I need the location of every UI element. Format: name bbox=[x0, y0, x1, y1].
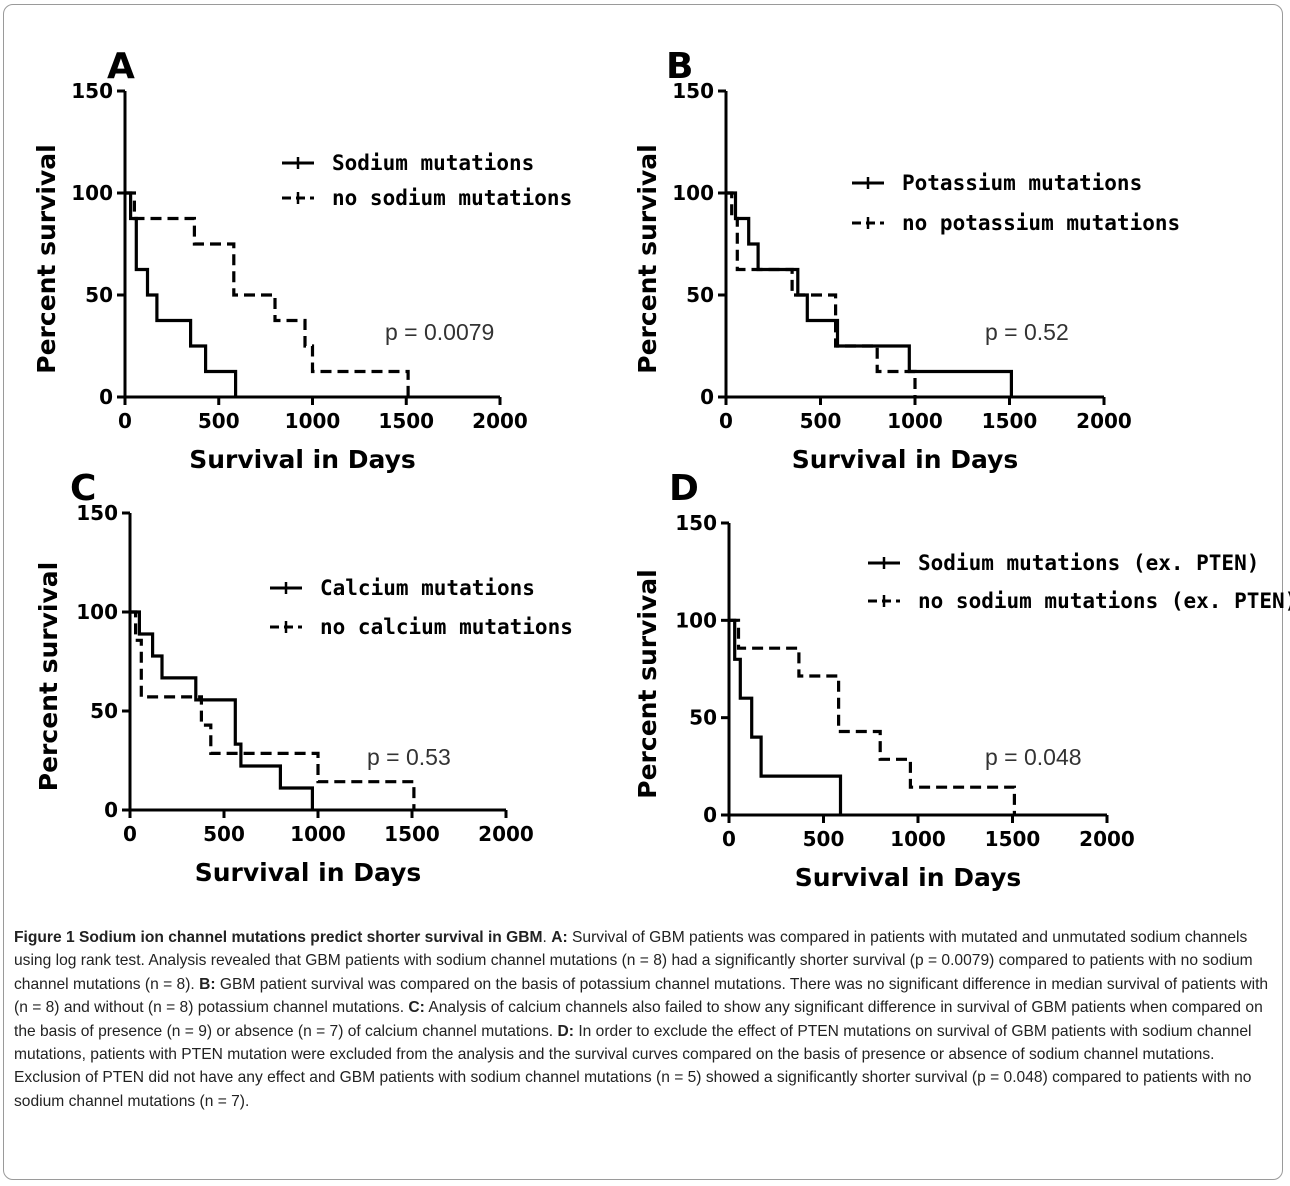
p-value-annotation: p = 0.52 bbox=[985, 319, 1069, 345]
caption-d-label: D: bbox=[557, 1022, 574, 1040]
y-tick-label: 150 bbox=[675, 511, 717, 535]
legend-entry: Sodium mutations bbox=[332, 151, 534, 175]
y-tick-label: 100 bbox=[71, 181, 113, 205]
y-axis-title: Percent survival bbox=[633, 144, 662, 373]
series-line-mutated bbox=[125, 191, 238, 397]
x-tick-label: 0 bbox=[719, 409, 733, 433]
caption-c-text: Analysis of calcium channels also failed… bbox=[14, 999, 1263, 1040]
series-line-mutated bbox=[729, 618, 843, 815]
x-tick-label: 500 bbox=[803, 827, 845, 851]
x-tick-label: 1000 bbox=[890, 827, 946, 851]
panel-d: D 0 50 100 150 0 500 1000 1500 2000 Survival in Da… bbox=[620, 468, 1290, 900]
caption-a-label: A: bbox=[551, 929, 568, 946]
series-line-unmutated bbox=[130, 610, 416, 810]
x-tick-label: 2000 bbox=[472, 409, 528, 433]
panel-letter: D bbox=[669, 468, 699, 509]
legend-entry: no potassium mutations bbox=[902, 211, 1180, 235]
x-tick-label: 1500 bbox=[384, 822, 440, 846]
p-value-annotation: p = 0.0079 bbox=[385, 319, 494, 345]
x-tick-label: 0 bbox=[123, 822, 137, 846]
legend-entry: Calcium mutations bbox=[320, 576, 535, 600]
caption-title: Figure 1 Sodium ion channel mutations pr… bbox=[14, 929, 543, 946]
series-line-mutated bbox=[130, 610, 314, 810]
panel-letter: C bbox=[70, 468, 96, 509]
y-tick-label: 100 bbox=[672, 181, 714, 205]
legend-entry: no sodium mutations (ex. PTEN) bbox=[918, 589, 1290, 613]
x-tick-label: 0 bbox=[722, 827, 736, 851]
y-tick-label: 50 bbox=[90, 699, 118, 723]
y-tick-label: 0 bbox=[703, 803, 717, 827]
y-tick-label: 50 bbox=[85, 283, 113, 307]
y-tick-label: 150 bbox=[71, 79, 113, 103]
y-tick-label: 50 bbox=[689, 706, 717, 730]
x-axis-title: Survival in Days bbox=[795, 863, 1022, 892]
caption-b-label: B: bbox=[199, 975, 216, 993]
series-line-unmutated bbox=[726, 191, 917, 397]
x-tick-label: 500 bbox=[800, 409, 842, 433]
panel-letter: A bbox=[107, 46, 135, 87]
panel-c: C 0 50 100 150 0 500 1000 1500 2000 Survival in Da… bbox=[20, 468, 620, 900]
y-tick-label: 50 bbox=[686, 283, 714, 307]
panel-b: B 0 50 100 150 0 500 1000 1500 2000 Survival in Da… bbox=[620, 40, 1220, 474]
x-tick-label: 1500 bbox=[985, 827, 1041, 851]
y-tick-label: 0 bbox=[99, 385, 113, 409]
legend-entry: no calcium mutations bbox=[320, 615, 573, 639]
p-value-annotation: p = 0.048 bbox=[985, 744, 1082, 770]
x-tick-label: 2000 bbox=[1076, 409, 1132, 433]
p-value-annotation: p = 0.53 bbox=[367, 744, 451, 770]
x-tick-label: 1000 bbox=[887, 409, 943, 433]
y-axis-title: Percent survival bbox=[32, 144, 61, 373]
x-tick-label: 500 bbox=[203, 822, 245, 846]
series-line-unmutated bbox=[729, 618, 1016, 815]
panel-a: A 0 50 100 150 0 500 1000 1500 2000 Survival in Da… bbox=[20, 40, 620, 474]
caption-d-text: In order to exclude the effect of PTEN m… bbox=[14, 1022, 1252, 1110]
caption-a-text: Survival of GBM patients was compared in… bbox=[14, 929, 1253, 993]
x-tick-label: 0 bbox=[118, 409, 132, 433]
caption-b-text: GBM patient survival was compared on the… bbox=[14, 975, 1269, 1017]
x-tick-label: 1000 bbox=[285, 409, 341, 433]
figure-caption: Figure 1 Sodium ion channel mutations pr… bbox=[14, 929, 1269, 1110]
x-tick-label: 500 bbox=[198, 409, 240, 433]
y-axis-title: Percent survival bbox=[633, 569, 662, 798]
y-tick-label: 150 bbox=[76, 501, 118, 525]
y-tick-label: 0 bbox=[104, 798, 118, 822]
x-tick-label: 1500 bbox=[378, 409, 434, 433]
figure-frame bbox=[3, 4, 1283, 1180]
y-tick-label: 100 bbox=[76, 600, 118, 624]
x-tick-label: 1000 bbox=[290, 822, 346, 846]
x-tick-label: 1500 bbox=[982, 409, 1038, 433]
y-tick-label: 0 bbox=[700, 385, 714, 409]
y-axis-title: Percent survival bbox=[34, 562, 63, 791]
legend-entry: Sodium mutations (ex. PTEN) bbox=[918, 551, 1259, 575]
x-axis-title: Survival in Days bbox=[195, 858, 422, 887]
legend-entry: Potassium mutations bbox=[902, 171, 1142, 195]
x-tick-label: 2000 bbox=[1079, 827, 1135, 851]
y-tick-label: 150 bbox=[672, 79, 714, 103]
x-tick-label: 2000 bbox=[478, 822, 534, 846]
y-tick-label: 100 bbox=[675, 608, 717, 632]
series-line-unmutated bbox=[125, 191, 410, 397]
panel-letter: B bbox=[666, 46, 693, 87]
x-axis-title: Survival in Days bbox=[189, 445, 416, 474]
legend-entry: no sodium mutations bbox=[332, 186, 572, 210]
caption-c-label: C: bbox=[408, 999, 425, 1017]
x-axis-title: Survival in Days bbox=[792, 445, 1019, 474]
